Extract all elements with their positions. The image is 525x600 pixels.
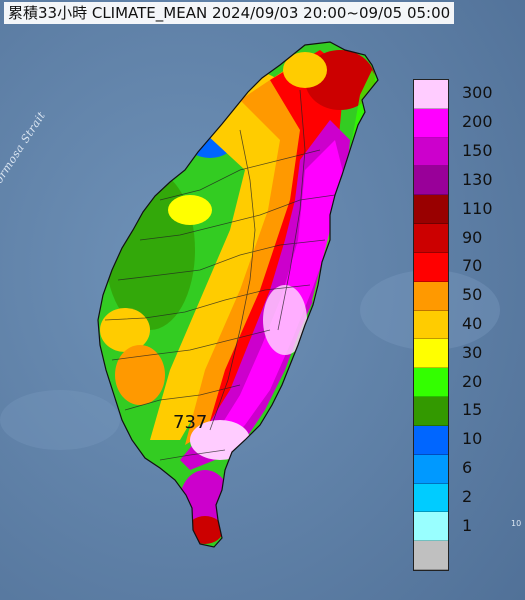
legend-swatch [414, 397, 448, 426]
legend-label: 20 [462, 371, 483, 391]
legend-swatch [414, 137, 448, 167]
map-title: 累積33小時 CLIMATE_MEAN 2024/09/03 20:00~09/… [4, 2, 455, 24]
legend-swatch [414, 454, 448, 484]
legend-label: 1 [462, 515, 473, 535]
max-rainfall-label: 737 [173, 412, 208, 433]
legend-label: 90 [462, 227, 483, 247]
legend-label: 30 [462, 342, 483, 362]
legend-label: 50 [462, 285, 483, 305]
legend-label: 150 [462, 141, 493, 161]
legend-label: 200 [462, 112, 493, 132]
legend-swatch [414, 166, 448, 196]
legend-label: 2 [462, 486, 473, 506]
legend-swatch [414, 368, 448, 398]
legend-color-bar [413, 79, 449, 571]
legend-swatch [414, 425, 448, 455]
legend-label: 10 [462, 429, 483, 449]
legend-label: 6 [462, 458, 473, 478]
legend-swatch [414, 512, 448, 542]
legend-swatch [414, 483, 448, 513]
legend-swatch [414, 195, 448, 225]
legend-label: 40 [462, 314, 483, 333]
legend-swatch [414, 108, 448, 138]
island-outline [97, 41, 379, 548]
legend-swatch [414, 224, 448, 253]
legend-swatch [414, 80, 448, 109]
legend-swatch [414, 281, 448, 311]
legend-label: 15 [462, 400, 483, 420]
edge-text: 10 [511, 519, 522, 528]
legend-label: 300 [462, 83, 493, 103]
legend-swatch [414, 310, 448, 340]
legend-swatch [414, 541, 448, 570]
legend-label: 110 [462, 198, 493, 218]
legend-label: 130 [462, 169, 493, 189]
legend-label: 70 [462, 256, 483, 276]
legend-swatch [414, 252, 448, 282]
legend-swatch [414, 339, 448, 369]
